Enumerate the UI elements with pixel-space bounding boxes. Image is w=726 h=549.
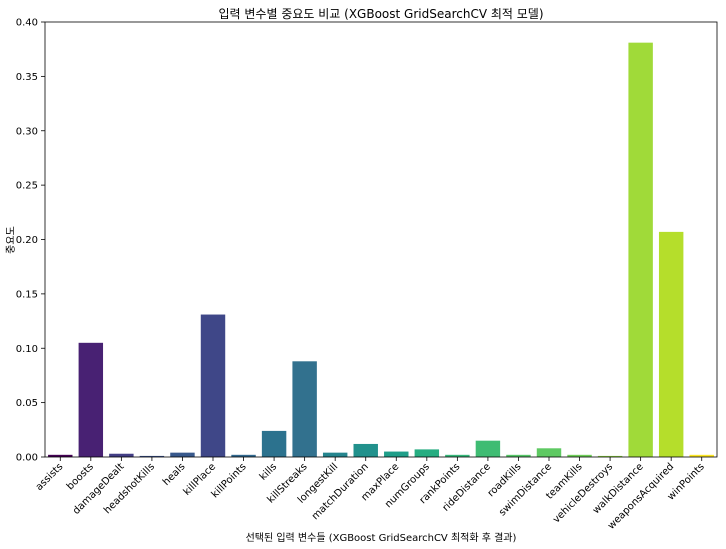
bar-rankPoints bbox=[445, 454, 470, 457]
x-tick-label: matchDuration bbox=[310, 461, 371, 522]
bar-headshotKills bbox=[139, 455, 165, 457]
bar-boosts bbox=[78, 342, 104, 457]
y-tick-label: 0.15 bbox=[16, 289, 38, 300]
bars bbox=[48, 42, 714, 457]
y-tick-label: 0.05 bbox=[16, 398, 38, 409]
bar-roadKills bbox=[506, 454, 531, 457]
y-tick-label: 0.20 bbox=[16, 235, 38, 246]
y-axis-ticks: 0.00 0.05 0.10 0.15 0.20 0.25 0.30 0.35 0.40 bbox=[16, 18, 45, 464]
y-tick-label: 0.35 bbox=[16, 72, 38, 83]
bar-heals bbox=[170, 452, 195, 457]
x-tick-label: heals bbox=[161, 461, 188, 488]
bar-killStreaks bbox=[292, 361, 317, 457]
x-axis-label: 선택된 입력 변수들 (XGBoost GridSearchCV 최적화 후 결… bbox=[246, 531, 517, 544]
bar-vehicleDestroys bbox=[597, 455, 623, 457]
y-axis-label: 중요도 bbox=[5, 226, 17, 254]
y-tick-label: 0.00 bbox=[16, 453, 38, 464]
bar-maxPlace bbox=[384, 451, 409, 457]
y-tick-label: 0.30 bbox=[16, 126, 38, 137]
bar-swimDistance bbox=[536, 448, 562, 457]
bar-longestKill bbox=[322, 452, 348, 457]
x-tick-label: assists bbox=[34, 461, 66, 493]
bar-weaponsAcquired bbox=[658, 231, 684, 457]
y-tick-label: 0.40 bbox=[16, 18, 38, 29]
y-tick-label: 0.25 bbox=[16, 181, 38, 192]
bar-rideDistance bbox=[475, 440, 501, 457]
bar-kills bbox=[261, 430, 287, 457]
bar-numGroups bbox=[414, 449, 440, 457]
x-tick-label: kills bbox=[258, 461, 279, 482]
plot-area-frame bbox=[44, 21, 718, 458]
bar-teamKills bbox=[567, 454, 592, 457]
bar-damageDealt bbox=[109, 453, 134, 457]
bar-matchDuration bbox=[353, 443, 378, 457]
chart-title: 입력 변수별 중요도 비교 (XGBoost GridSearchCV 최적 모… bbox=[218, 7, 543, 21]
bar-assists bbox=[48, 454, 73, 457]
y-tick-label: 0.10 bbox=[16, 344, 38, 355]
x-tick-label: swimDistance bbox=[497, 461, 554, 518]
bar-killPlace bbox=[200, 314, 226, 457]
bar-walkDistance bbox=[628, 42, 653, 457]
bar-killPoints bbox=[231, 454, 256, 457]
bar-winPoints bbox=[689, 454, 714, 457]
